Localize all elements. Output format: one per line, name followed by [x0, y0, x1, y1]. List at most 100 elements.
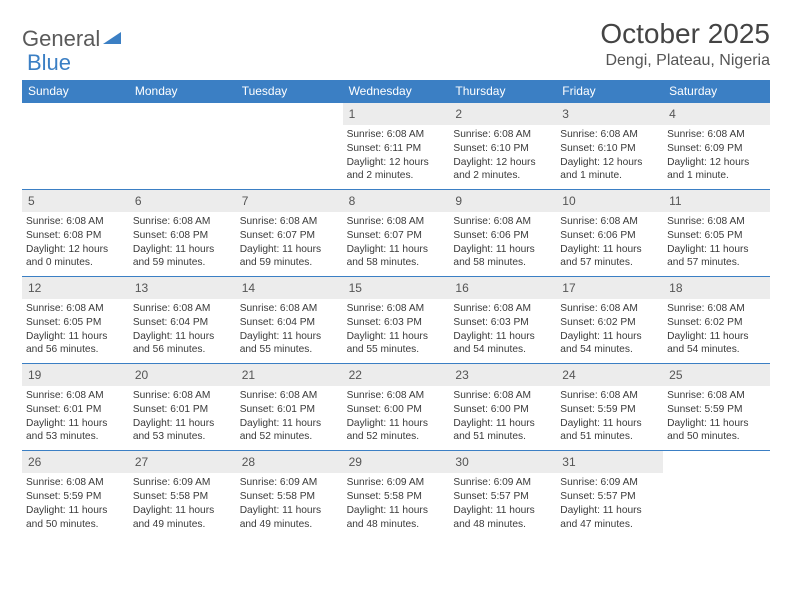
sunset-line: Sunset: 5:58 PM	[347, 490, 446, 504]
day-info: Sunrise: 6:09 AMSunset: 5:57 PMDaylight:…	[453, 476, 552, 531]
daylight-line: Daylight: 11 hours and 57 minutes.	[560, 243, 659, 271]
day-info: Sunrise: 6:08 AMSunset: 6:09 PMDaylight:…	[667, 128, 766, 183]
sunset-line: Sunset: 5:59 PM	[560, 403, 659, 417]
page-header: General October 2025 Dengi, Plateau, Nig…	[22, 18, 770, 70]
day-number-row: 2	[449, 103, 556, 125]
sunset-line: Sunset: 6:04 PM	[133, 316, 232, 330]
day-info: Sunrise: 6:08 AMSunset: 6:01 PMDaylight:…	[240, 389, 339, 444]
day-number: 2	[455, 107, 462, 121]
sunset-line: Sunset: 6:01 PM	[26, 403, 125, 417]
day-number-row: 19	[22, 364, 129, 386]
day-number: 21	[242, 368, 255, 382]
daylight-line: Daylight: 11 hours and 51 minutes.	[453, 417, 552, 445]
sunset-line: Sunset: 5:58 PM	[133, 490, 232, 504]
day-number-row: 9	[449, 190, 556, 212]
calendar-week: 19Sunrise: 6:08 AMSunset: 6:01 PMDayligh…	[22, 363, 770, 450]
calendar-day: 7Sunrise: 6:08 AMSunset: 6:07 PMDaylight…	[236, 190, 343, 276]
calendar-day: 17Sunrise: 6:08 AMSunset: 6:02 PMDayligh…	[556, 277, 663, 363]
day-info: Sunrise: 6:08 AMSunset: 6:05 PMDaylight:…	[667, 215, 766, 270]
daylight-line: Daylight: 12 hours and 0 minutes.	[26, 243, 125, 271]
day-number-row: 31	[556, 451, 663, 473]
calendar-day: 11 Sunrise: 6:08 AMSunset: 6:05 PMDayligh…	[663, 190, 770, 276]
sunrise-line: Sunrise: 6:08 AM	[560, 389, 659, 403]
daylight-line: Daylight: 11 hours and 48 minutes.	[453, 504, 552, 532]
day-number: 27	[135, 455, 148, 469]
weekday-header: Saturday	[663, 80, 770, 103]
logo-text-2-wrap: Blue	[27, 50, 71, 76]
calendar-day: 1 Sunrise: 6:08 AMSunset: 6:11 PMDaylight…	[343, 103, 450, 189]
day-number: 11	[669, 194, 681, 208]
weekday-header: Friday	[556, 80, 663, 103]
day-info: Sunrise: 6:09 AMSunset: 5:57 PMDaylight:…	[560, 476, 659, 531]
sunrise-line: Sunrise: 6:08 AM	[560, 128, 659, 142]
day-info: Sunrise: 6:08 AMSunset: 6:00 PMDaylight:…	[347, 389, 446, 444]
calendar-day: 19Sunrise: 6:08 AMSunset: 6:01 PMDayligh…	[22, 364, 129, 450]
sunset-line: Sunset: 6:00 PM	[453, 403, 552, 417]
title-block: October 2025 Dengi, Plateau, Nigeria	[600, 18, 770, 70]
daylight-line: Daylight: 11 hours and 54 minutes.	[667, 330, 766, 358]
day-info: Sunrise: 6:08 AMSunset: 6:11 PMDaylight:…	[347, 128, 446, 183]
sunset-line: Sunset: 5:57 PM	[560, 490, 659, 504]
day-number-row: 24	[556, 364, 663, 386]
day-number-row: 1	[343, 103, 450, 125]
daylight-line: Daylight: 11 hours and 50 minutes.	[26, 504, 125, 532]
calendar: SundayMondayTuesdayWednesdayThursdayFrid…	[22, 80, 770, 537]
calendar-day: 30 Sunrise: 6:09 AMSunset: 5:57 PMDayligh…	[449, 451, 556, 537]
day-number: 10	[562, 194, 575, 208]
sunset-line: Sunset: 6:01 PM	[240, 403, 339, 417]
daylight-line: Daylight: 11 hours and 51 minutes.	[560, 417, 659, 445]
sunrise-line: Sunrise: 6:08 AM	[347, 128, 446, 142]
day-number-row: 14	[236, 277, 343, 299]
daylight-line: Daylight: 12 hours and 1 minute.	[667, 156, 766, 184]
day-number-row: 15	[343, 277, 450, 299]
day-info: Sunrise: 6:08 AMSunset: 5:59 PMDaylight:…	[667, 389, 766, 444]
day-number-row: 30	[449, 451, 556, 473]
day-number-row: 3	[556, 103, 663, 125]
day-number-row: 23	[449, 364, 556, 386]
calendar-day: 29Sunrise: 6:09 AMSunset: 5:58 PMDayligh…	[343, 451, 450, 537]
weekday-header: Tuesday	[236, 80, 343, 103]
weekday-header: Monday	[129, 80, 236, 103]
daylight-line: Daylight: 11 hours and 47 minutes.	[560, 504, 659, 532]
weekday-header-row: SundayMondayTuesdayWednesdayThursdayFrid…	[22, 80, 770, 103]
calendar-week: 12Sunrise: 6:08 AMSunset: 6:05 PMDayligh…	[22, 276, 770, 363]
day-number-row: 6	[129, 190, 236, 212]
sunrise-line: Sunrise: 6:08 AM	[453, 128, 552, 142]
calendar-week: 26Sunrise: 6:08 AMSunset: 5:59 PMDayligh…	[22, 450, 770, 537]
daylight-line: Daylight: 11 hours and 58 minutes.	[453, 243, 552, 271]
day-number: 5	[28, 194, 35, 208]
daylight-line: Daylight: 11 hours and 57 minutes.	[667, 243, 766, 271]
day-number-row: 27	[129, 451, 236, 473]
day-number: 7	[242, 194, 249, 208]
sunset-line: Sunset: 6:08 PM	[26, 229, 125, 243]
calendar-day: 31 Sunrise: 6:09 AMSunset: 5:57 PMDayligh…	[556, 451, 663, 537]
sunrise-line: Sunrise: 6:08 AM	[667, 128, 766, 142]
calendar-day-blank	[129, 103, 236, 189]
sunset-line: Sunset: 6:06 PM	[453, 229, 552, 243]
day-number: 30	[455, 455, 468, 469]
day-number: 6	[135, 194, 142, 208]
day-number: 16	[455, 281, 468, 295]
day-info: Sunrise: 6:09 AMSunset: 5:58 PMDaylight:…	[240, 476, 339, 531]
day-info: Sunrise: 6:08 AMSunset: 5:59 PMDaylight:…	[26, 476, 125, 531]
day-info: Sunrise: 6:09 AMSunset: 5:58 PMDaylight:…	[347, 476, 446, 531]
sunrise-line: Sunrise: 6:08 AM	[453, 215, 552, 229]
day-number: 25	[669, 368, 682, 382]
sunrise-line: Sunrise: 6:09 AM	[347, 476, 446, 490]
day-number-row	[129, 103, 236, 107]
day-number: 17	[562, 281, 575, 295]
sunset-line: Sunset: 6:01 PM	[133, 403, 232, 417]
calendar-page: General October 2025 Dengi, Plateau, Nig…	[0, 0, 792, 551]
sunrise-line: Sunrise: 6:08 AM	[453, 389, 552, 403]
sunrise-line: Sunrise: 6:08 AM	[560, 302, 659, 316]
logo-text-1: General	[22, 26, 100, 52]
day-info: Sunrise: 6:08 AMSunset: 6:06 PMDaylight:…	[453, 215, 552, 270]
sunset-line: Sunset: 5:57 PM	[453, 490, 552, 504]
sunrise-line: Sunrise: 6:09 AM	[133, 476, 232, 490]
day-number-row: 7	[236, 190, 343, 212]
day-number: 8	[349, 194, 356, 208]
sunrise-line: Sunrise: 6:08 AM	[347, 389, 446, 403]
daylight-line: Daylight: 11 hours and 49 minutes.	[240, 504, 339, 532]
day-number: 23	[455, 368, 468, 382]
daylight-line: Daylight: 11 hours and 59 minutes.	[133, 243, 232, 271]
